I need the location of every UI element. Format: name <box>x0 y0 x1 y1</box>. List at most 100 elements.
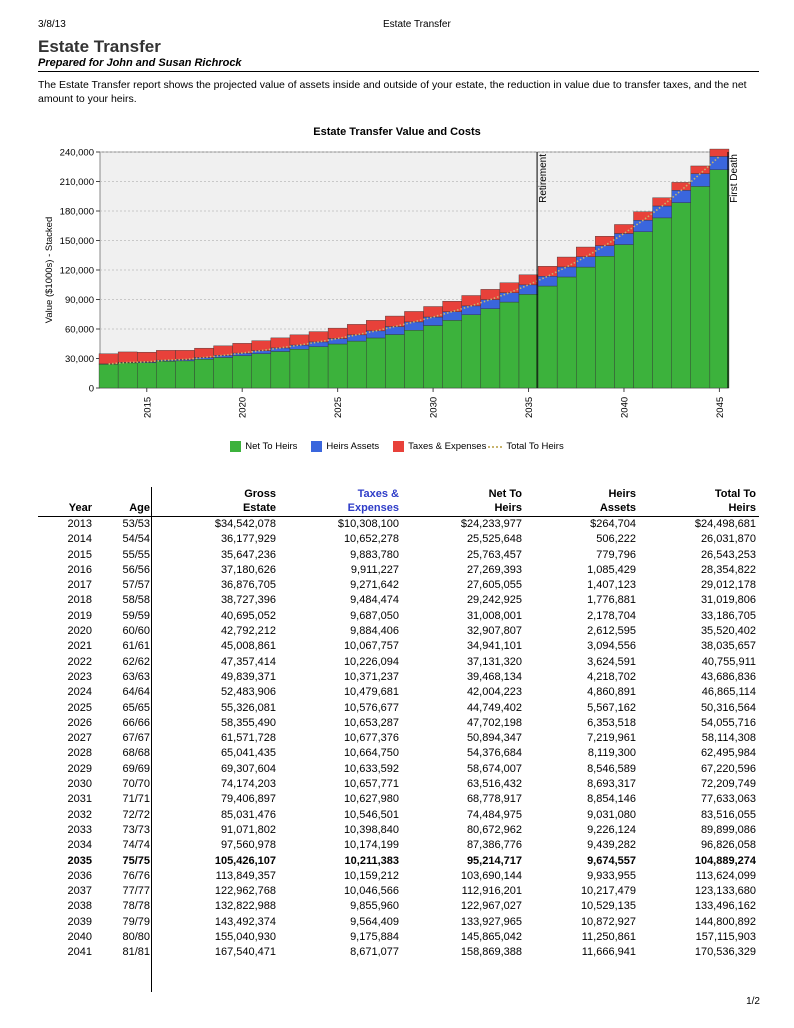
cell-net: 58,674,007 <box>466 762 522 775</box>
bar-net-to-heirs <box>213 357 233 389</box>
table-row: 2015 55/55 35,647,236 9,883,780 25,763,457 77… <box>38 548 759 563</box>
table-row: 2038 78/78 132,822,988 9,855,960 122,967,027… <box>38 899 759 914</box>
cell-age: 71/71 <box>122 793 150 806</box>
x-tick-label: 2025 <box>333 397 344 418</box>
legend-taxes-expenses: Taxes & Expenses <box>393 441 486 452</box>
col-net-2: Heirs <box>494 502 522 514</box>
cell-tax: 10,371,237 <box>343 670 399 683</box>
cell-heirs: 1,776,881 <box>587 594 636 607</box>
cell-heirs: 9,031,080 <box>587 808 636 821</box>
cell-total: 33,186,705 <box>700 609 756 622</box>
cell-age: 75/75 <box>122 854 150 867</box>
cell-net: 25,763,457 <box>466 548 522 561</box>
cell-age: 68/68 <box>122 747 150 760</box>
bar-heirs-assets <box>537 276 558 287</box>
table-row: 2020 60/60 42,792,212 9,884,406 32,907,807 2,… <box>38 624 759 639</box>
bar-net-to-heirs <box>232 355 252 389</box>
cell-tax: 10,211,383 <box>344 854 399 867</box>
table-row: 2035 75/75 105,426,107 10,211,383 95,214,717… <box>38 854 759 869</box>
bar-heirs-assets <box>423 316 443 326</box>
bar-taxes-expenses <box>709 148 730 157</box>
cell-total: 43,686,836 <box>700 670 756 683</box>
cell-net: 42,004,223 <box>466 686 522 699</box>
cell-total: 38,035,657 <box>700 640 756 653</box>
y-tick-label: 240,000 <box>60 148 94 159</box>
y-tick-label: 150,000 <box>60 236 94 247</box>
cell-gross: 167,540,471 <box>214 946 276 959</box>
bar-taxes-expenses <box>289 334 310 346</box>
bar-taxes-expenses <box>595 236 615 246</box>
cell-year: 2019 <box>67 609 92 622</box>
cell-gross: 74,174,203 <box>220 778 276 791</box>
bar-heirs-assets <box>595 245 615 257</box>
cell-age: 67/67 <box>122 732 150 745</box>
cell-heirs: $264,704 <box>590 518 636 530</box>
cell-net: 133,927,965 <box>460 915 522 928</box>
cell-tax: 10,546,501 <box>343 808 399 821</box>
y-tick-label: 0 <box>89 384 94 395</box>
cell-year: 2037 <box>67 885 92 898</box>
cell-heirs: 6,353,518 <box>587 716 636 729</box>
cell-total: 89,899,086 <box>700 823 756 836</box>
cell-gross: 132,822,988 <box>214 900 276 913</box>
legend-net-to-heirs: Net To Heirs <box>230 441 297 452</box>
cell-tax: 10,657,771 <box>343 778 399 791</box>
bar-net-to-heirs <box>156 360 176 389</box>
cell-heirs: 1,407,123 <box>587 579 636 592</box>
cell-total: 58,114,308 <box>701 732 756 745</box>
cell-gross: 58,355,490 <box>220 716 276 729</box>
bar-taxes-expenses <box>175 350 195 360</box>
cell-total: 77,633,063 <box>700 793 756 806</box>
cell-net: 54,376,684 <box>466 747 522 760</box>
bar-net-to-heirs <box>690 186 711 389</box>
bar-taxes-expenses <box>480 289 501 300</box>
table-row: 2018 58/58 38,727,396 9,484,474 29,242,925 1,… <box>38 593 759 608</box>
x-tick-label: 2045 <box>715 397 726 418</box>
cell-gross: 143,492,374 <box>214 915 276 928</box>
x-tick-label: 2015 <box>142 397 153 418</box>
cell-net: 74,484,975 <box>466 808 522 821</box>
cell-year: 2026 <box>67 716 92 729</box>
bar-net-to-heirs <box>346 340 367 389</box>
bar-heirs-assets <box>652 205 672 219</box>
bar-net-to-heirs <box>614 244 634 389</box>
bar-net-to-heirs <box>366 337 386 389</box>
cell-net: 25,525,648 <box>466 533 522 546</box>
cell-tax: 10,067,757 <box>343 640 399 653</box>
cell-heirs: 2,178,704 <box>587 609 636 622</box>
cell-gross: 49,839,371 <box>220 670 276 683</box>
table-row: 2021 61/61 45,008,861 10,067,757 34,941,101 3… <box>38 639 759 654</box>
x-tick-label: 2035 <box>524 397 535 418</box>
cell-tax: $10,308,100 <box>337 518 399 530</box>
bar-net-to-heirs <box>595 256 615 389</box>
cell-heirs: 3,624,591 <box>587 655 636 668</box>
table-row: 2024 64/64 52,483,906 10,479,681 42,004,223 4… <box>38 685 759 700</box>
cell-age: 80/80 <box>122 931 150 944</box>
cell-age: 63/63 <box>122 670 150 683</box>
cell-tax: 9,884,406 <box>350 625 399 638</box>
cell-total: 72,209,749 <box>700 778 756 791</box>
cell-total: $24,498,681 <box>694 518 756 530</box>
cell-tax: 9,484,474 <box>350 594 399 607</box>
chart-legend: Net To Heirs Heirs Assets Taxes & Expens… <box>0 441 794 452</box>
bar-net-to-heirs <box>461 314 482 389</box>
bar-heirs-assets <box>346 334 367 342</box>
table-row: 2028 68/68 65,041,435 10,664,750 54,376,684 8… <box>38 746 759 761</box>
y-tick-label: 90,000 <box>65 295 94 306</box>
bar-taxes-expenses <box>499 282 520 293</box>
cell-gross: 79,406,897 <box>220 793 276 806</box>
cell-age: 79/79 <box>122 915 150 928</box>
table-row: 2037 77/77 122,962,768 10,046,566 112,916,20… <box>38 884 759 899</box>
bar-taxes-expenses <box>537 266 558 277</box>
cell-gross: 36,876,705 <box>220 579 276 592</box>
bar-taxes-expenses <box>671 182 691 191</box>
annotation-label: First Death <box>729 154 740 203</box>
legend-label: Total To Heirs <box>506 441 564 452</box>
bar-heirs-assets <box>556 266 577 278</box>
cell-tax: 10,627,980 <box>343 793 399 806</box>
bar-taxes-expenses <box>156 350 176 361</box>
cell-age: 76/76 <box>122 869 150 882</box>
bar-taxes-expenses <box>213 345 233 356</box>
cell-tax: 9,855,960 <box>350 900 399 913</box>
cell-gross: 42,792,212 <box>220 625 276 638</box>
